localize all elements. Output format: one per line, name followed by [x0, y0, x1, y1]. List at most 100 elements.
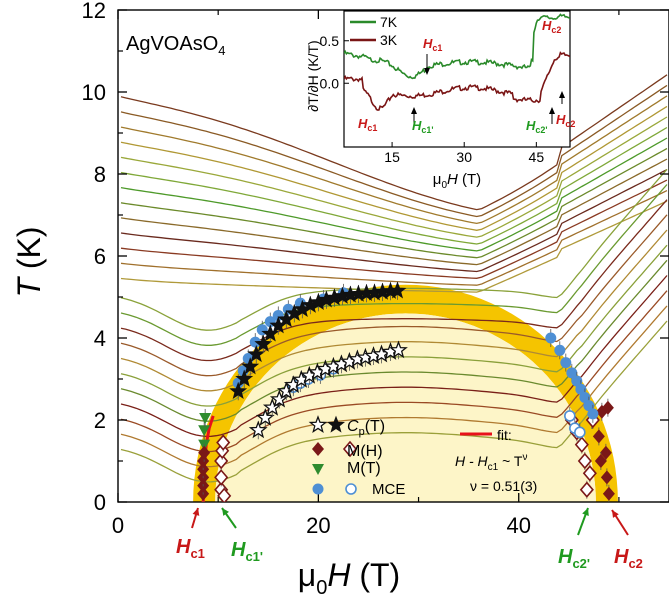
data-point: [587, 408, 599, 420]
data-point: [554, 344, 566, 356]
hc2-prime-arrow: [577, 507, 589, 536]
hc2-prime-label: Hc2': [558, 546, 590, 571]
data-point: [575, 383, 587, 395]
arrow-head: [612, 510, 619, 518]
hc2-label: Hc2: [614, 546, 643, 571]
inset-hc1-label-7k: Hc1: [423, 36, 442, 53]
data-point: [248, 420, 268, 439]
data-point: [579, 481, 594, 498]
data-point: [199, 412, 212, 424]
data-point: [582, 465, 597, 482]
inset-annotations: [411, 54, 565, 124]
x-tick-label: 0: [112, 513, 124, 538]
hc2-arrow: [611, 509, 629, 536]
inset-hc2-label-7k: Hc2: [542, 18, 561, 35]
legend-fit-label: fit:: [497, 427, 512, 443]
data-point: [254, 334, 273, 352]
data-point: [574, 436, 589, 453]
data-point: [214, 452, 229, 470]
data-point: [214, 469, 229, 486]
arrow-head: [582, 508, 589, 516]
temperature-curve: [120, 147, 668, 259]
y-tick-label: 10: [82, 80, 106, 105]
data-point: [198, 425, 211, 437]
x-tick-label: 40: [506, 513, 530, 538]
legend-mce-open-marker: [345, 483, 357, 495]
legend-marker: [342, 440, 358, 458]
hc1-prime-arrow: [221, 507, 237, 529]
temperature-curve: [120, 158, 668, 266]
temperature-curve: [120, 179, 668, 279]
inset-hc1-label-3k: Hc1: [358, 116, 377, 133]
legend-marker: [308, 415, 328, 433]
legend-cp-label: Cp(T): [347, 418, 385, 438]
legend-mh-filled-marker: [312, 442, 324, 456]
legend-marker: [327, 415, 345, 433]
inset-arrow-head: [549, 107, 555, 114]
legend-cp-open-marker: [308, 415, 328, 433]
data-point: [249, 336, 261, 348]
data-point: [237, 365, 249, 377]
inset-hc2-prime-label: Hc2': [526, 118, 548, 135]
legend-mce-label: MCE: [372, 481, 405, 498]
temperature-curve: [120, 116, 668, 238]
legend-fit-nu: ν = 0.51(3): [470, 478, 537, 494]
temperature-curve: [120, 305, 668, 468]
inset-y-axis-label: ∂T/∂H (K/T): [305, 40, 321, 111]
temperature-curve: [120, 290, 668, 453]
critical-field-annotations: Hc1 Hc1' Hc2' Hc2: [176, 507, 643, 571]
compound-label: AgVOAsO4: [126, 33, 226, 58]
data-point: [389, 340, 408, 359]
data-point: [269, 389, 289, 408]
data-point: [217, 487, 232, 502]
inset-arrow-head: [411, 107, 417, 114]
legend-cp-filled-marker: [327, 415, 345, 433]
data-point: [577, 452, 592, 470]
data-point: [198, 445, 211, 460]
data-point: [579, 391, 591, 403]
y-tick-label: 2: [94, 408, 106, 433]
data-point: [566, 367, 578, 379]
inset-panel: 15 30 45 0.0 0.5 7K 3K ∂T/∂H (K/T) μ0H (T) H…: [305, 10, 575, 191]
data-point: [560, 357, 572, 369]
temperature-curve: [120, 199, 668, 362]
data-point: [599, 445, 612, 460]
x-axis-ticks: 0 20 40: [112, 10, 620, 538]
temperature-curve: [120, 126, 668, 245]
data-point: [571, 375, 583, 387]
data-point: [247, 344, 266, 363]
data-markers: [197, 281, 615, 502]
temperature-curve: [120, 95, 668, 225]
x-tick-label: 20: [306, 513, 330, 538]
data-point: [592, 429, 605, 444]
hc1-arrow: [191, 507, 200, 529]
data-point: [235, 369, 254, 387]
legend-mt-marker: [312, 464, 324, 475]
inset-curve-7k: [344, 13, 570, 80]
inset-ticks: 15 30 45 0.0 0.5: [320, 33, 545, 165]
y-tick-label: 8: [94, 162, 106, 187]
temperature-curve: [120, 137, 668, 252]
temperature-curve: [120, 84, 668, 218]
inset-frame: [343, 10, 571, 148]
data-point: [216, 434, 231, 451]
inset-hc2-label-3k: Hc2: [556, 112, 575, 129]
temperature-curve: [120, 214, 668, 377]
inset-x-tick-label: 45: [529, 149, 545, 165]
legend-marker: [312, 442, 324, 456]
data-point: [261, 324, 280, 342]
temperature-curve: [120, 229, 668, 392]
inset-x-axis-label: μ0H (T): [433, 171, 481, 191]
phase-regions: [193, 284, 618, 502]
temperature-curve: [120, 190, 668, 286]
hc1-prime-label: Hc1': [231, 539, 263, 564]
legend-fit-equation: H - Hc1 ~ Tν: [455, 452, 528, 473]
arrow-head: [222, 508, 229, 516]
ordered-phase-inner-region: [215, 313, 596, 502]
legend: Cp(T) M(H) M(T) MCE fit: H - Hc1 ~ Tν ν …: [308, 415, 537, 498]
data-point: [602, 486, 615, 501]
data-point: [262, 397, 282, 416]
legend-mce-filled-marker: [312, 483, 324, 495]
arrow-head: [192, 508, 200, 516]
